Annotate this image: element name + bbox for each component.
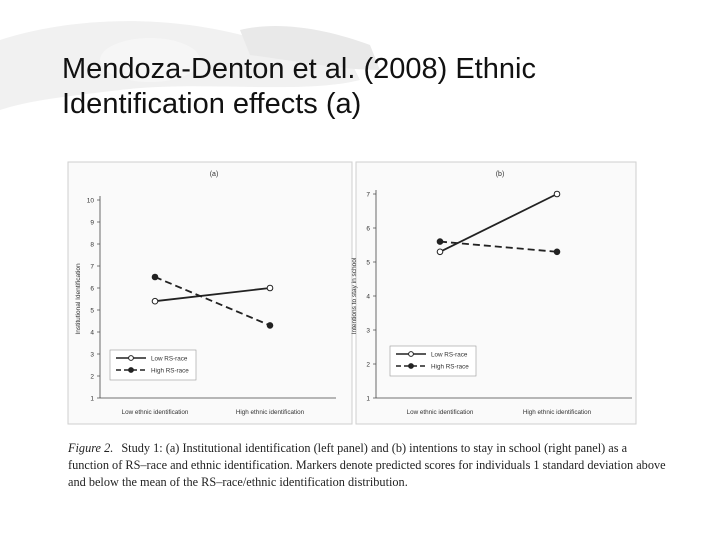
data-point-high-rs-race: [436, 238, 444, 245]
data-point-low-rs-race: [553, 190, 561, 198]
y-tick-label: 4: [366, 294, 370, 301]
y-tick-label: 3: [366, 328, 370, 335]
legend-label: Low RS-race: [431, 351, 468, 358]
data-point-high-rs-race: [266, 322, 274, 329]
y-tick-label: 9: [90, 220, 94, 227]
y-tick-label: 6: [366, 226, 370, 233]
panel-title: (a): [210, 171, 219, 178]
data-point-high-rs-race: [151, 273, 159, 281]
y-tick-label: 2: [90, 374, 94, 381]
legend-swatch-marker: [408, 351, 414, 357]
slide-title: Mendoza-Denton et al. (2008) Ethnic Iden…: [62, 52, 702, 122]
legend-swatch-marker: [408, 363, 414, 369]
figure-panels: (a) 1 2 3 4 5 6 7 8 9 10 Institutional Identificati…: [67, 161, 637, 425]
legend: Low RS-race High RS-race: [389, 345, 477, 377]
y-tick-label: 7: [366, 192, 370, 199]
legend-box: [109, 349, 197, 381]
y-tick-label: 1: [366, 396, 370, 403]
legend-label: Low RS-race: [151, 355, 188, 362]
data-point-high-rs-race: [553, 248, 561, 256]
series-line-low-rs-race: [439, 193, 558, 253]
figure-caption: Figure 2. Study 1: (a) Institutional iden…: [68, 440, 668, 491]
series-line-high-rs-race: [439, 240, 558, 253]
y-tick-label: 6: [90, 286, 94, 293]
slide-title-line-2: Identification effects (a): [62, 88, 362, 120]
legend-swatch-marker: [128, 367, 134, 373]
y-axis-label: Intentions to stay in school: [351, 257, 358, 334]
legend-box: [389, 345, 477, 377]
data-point-low-rs-race: [436, 248, 444, 256]
legend-swatch-marker: [128, 355, 134, 361]
series-line-low-rs-race: [154, 287, 271, 303]
panel-frame: [67, 161, 353, 425]
y-tick-label: 5: [366, 260, 370, 267]
y-tick-label: 4: [90, 330, 94, 337]
legend-label: High RS-race: [151, 367, 189, 374]
y-tick-label: 7: [90, 264, 94, 271]
chart-panel-a: (a) 1 2 3 4 5 6 7 8 9 10 Institutional Identificati…: [67, 161, 353, 425]
panel-title: (b): [496, 171, 505, 178]
y-tick-label: 1: [90, 396, 94, 403]
y-axis-label: Institutional Identification: [75, 263, 82, 335]
x-category-label: Low ethnic identification: [122, 409, 189, 416]
legend: Low RS-race High RS-race: [109, 349, 197, 381]
panel-frame: [355, 161, 637, 425]
y-tick-label: 5: [90, 308, 94, 315]
y-tick-label: 8: [90, 242, 94, 249]
x-category-label: High ethnic identification: [236, 409, 305, 416]
x-category-label: High ethnic identification: [523, 409, 592, 416]
caption-text: Study 1: (a) Institutional identificatio…: [68, 441, 666, 489]
slide-title-line-1: Mendoza-Denton et al. (2008) Ethnic: [62, 53, 536, 85]
series-line-high-rs-race: [154, 276, 271, 327]
legend-label: High RS-race: [431, 363, 469, 370]
chart-panel-b: (b) 1 2 3 4 5 6 7 Intentions to stay in school Lo…: [351, 161, 637, 425]
y-tick-label: 10: [87, 198, 95, 205]
x-category-label: Low ethnic identification: [407, 409, 474, 416]
y-tick-label: 2: [366, 362, 370, 369]
background-decoration: [0, 21, 380, 110]
caption-label: Figure 2.: [68, 441, 114, 455]
data-point-low-rs-race: [266, 284, 274, 292]
y-tick-label: 3: [90, 352, 94, 359]
data-point-low-rs-race: [151, 297, 159, 305]
